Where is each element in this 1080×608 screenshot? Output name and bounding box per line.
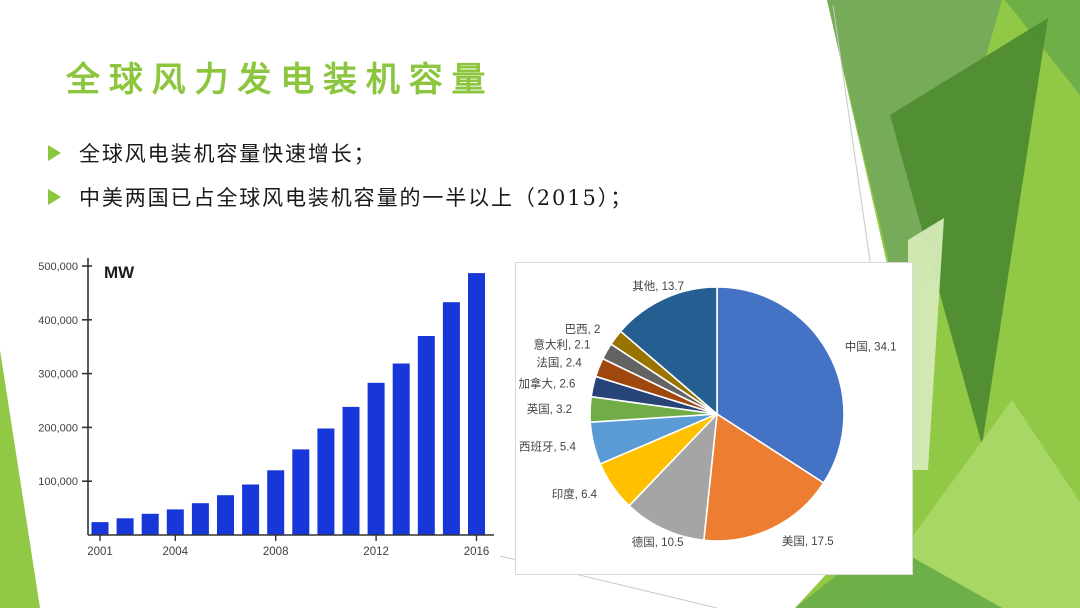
pie-slice-others — [619, 286, 718, 415]
bar-2009 — [292, 449, 310, 535]
y-tick-label: 500,000 — [38, 261, 78, 273]
pie-chart-svg: 中国, 34.1 美国, 17.5 德国, 10.5 印度, 6.4 西班牙, 5.4 英… — [519, 280, 897, 549]
bullet-triangle-icon — [48, 145, 61, 161]
bullet-item: 中美两国已占全球风电装机容量的一半以上（2015）； — [48, 184, 633, 212]
pie-label-spain: 西班牙, 5.4 — [519, 441, 576, 454]
x-tick-label: 2008 — [263, 546, 289, 558]
pie-label-uk: 英国, 3.2 — [527, 402, 572, 416]
bullet-text: 中美两国已占全球风电装机容量的一半以上（2015）； — [79, 186, 634, 211]
bar-chart: 100,000 200,000 300,000 400,000 500,000 2001 2… — [38, 250, 517, 580]
bar-2012 — [367, 382, 385, 535]
pie-label-canada: 加拿大, 2.6 — [519, 376, 576, 390]
x-tick-label: 2016 — [464, 546, 490, 558]
bullet-item: 全球风电装机容量快速增长； — [48, 140, 633, 168]
y-tick-label: 300,000 — [38, 369, 78, 381]
bar-2001 — [91, 522, 109, 535]
bullet-text: 全球风电装机容量快速增长； — [79, 142, 377, 166]
bar-2010 — [317, 428, 335, 535]
pie-slice-usa — [703, 413, 825, 542]
bar-2013 — [392, 363, 410, 535]
pie-label-india: 印度, 6.4 — [552, 487, 598, 501]
bar-2006 — [217, 495, 234, 535]
bullet-triangle-icon — [48, 189, 61, 206]
pie-label-germany: 德国, 10.5 — [632, 535, 684, 549]
x-tick-label: 2004 — [163, 546, 189, 558]
bar-2002 — [116, 518, 134, 535]
pie-label-usa: 美国, 17.5 — [782, 534, 834, 548]
x-tick-label: 2001 — [87, 546, 113, 558]
bar-2014 — [417, 336, 435, 535]
pie-chart-panel: 中国, 34.1 美国, 17.5 德国, 10.5 印度, 6.4 西班牙, 5.4 英… — [515, 262, 913, 575]
y-axis-unit-label: MW — [104, 263, 135, 282]
facet-triangle — [908, 218, 944, 470]
bullet-list: 全球风电装机容量快速增长； 中美两国已占全球风电装机容量的一半以上（2015）； — [48, 140, 633, 229]
bar-2011 — [342, 406, 360, 535]
pie-label-others: 其他, 13.7 — [632, 280, 684, 293]
bar-2005 — [191, 503, 209, 535]
pie-label-france: 法国, 2.4 — [536, 355, 582, 369]
pie-label-china: 中国, 34.1 — [845, 341, 897, 354]
bar-2016 — [468, 273, 485, 535]
y-tick-label: 400,000 — [38, 315, 78, 327]
x-tick-label: 2012 — [363, 546, 389, 558]
y-tick-label: 100,000 — [38, 476, 78, 488]
pie-label-brazil: 巴西, 2 — [565, 324, 601, 336]
bar-2004 — [166, 509, 184, 535]
bar-2007 — [242, 484, 260, 535]
pie-label-italy: 意大利, 2.1 — [534, 337, 591, 351]
facet-triangle-left — [0, 350, 40, 608]
page-title: 全球风力发电装机容量 — [66, 60, 495, 100]
pie-slice-germany — [628, 413, 718, 542]
facet-triangle — [860, 400, 1080, 608]
bar-2015 — [442, 302, 460, 535]
bar-2008 — [267, 470, 285, 535]
bar-chart-svg: 100,000 200,000 300,000 400,000 500,000 2001 2… — [38, 258, 494, 558]
bar-2003 — [141, 513, 159, 535]
facet-triangle — [890, 18, 1048, 445]
y-tick-label: 200,000 — [38, 422, 78, 434]
